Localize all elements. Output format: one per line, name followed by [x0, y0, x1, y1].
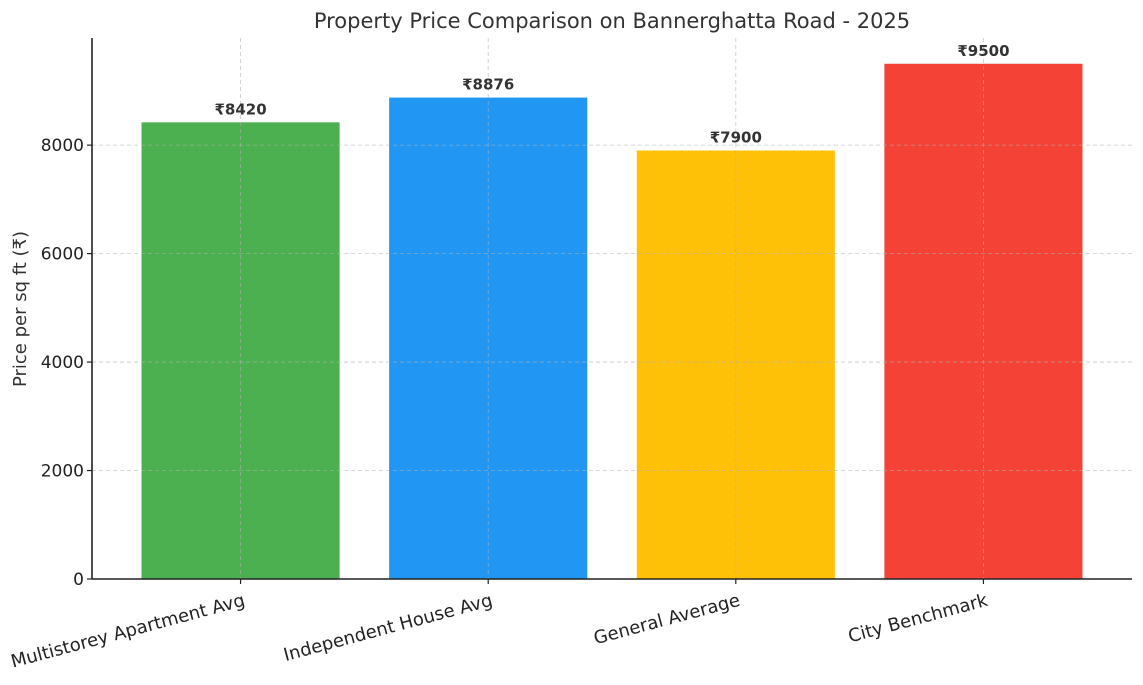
- y-tick-label-2: 4000: [41, 353, 84, 373]
- y-tick-label-3: 6000: [41, 245, 84, 265]
- bar-1: [389, 97, 588, 579]
- x-tick-label-3: City Benchmark: [846, 590, 991, 648]
- y-tick-label-4: 8000: [41, 136, 84, 156]
- bar-value-label-3: ₹9500: [957, 42, 1009, 60]
- y-tick-label-1: 2000: [41, 462, 84, 482]
- bar-value-label-0: ₹8420: [214, 100, 266, 118]
- bar-value-label-2: ₹7900: [710, 129, 762, 147]
- axes: [87, 38, 1132, 584]
- x-tick-label-1: Independent House Avg: [281, 590, 494, 666]
- x-tick-label-2: General Average: [592, 590, 743, 649]
- y-tick-label-0: 0: [73, 570, 84, 590]
- y-axis-label: Price per sq ft (₹): [10, 231, 31, 387]
- grid-lines: [92, 38, 1132, 579]
- bar-value-label-1: ₹8876: [462, 76, 514, 94]
- x-tick-label-0: Multistorey Apartment Avg: [9, 590, 247, 673]
- chart-title: Property Price Comparison on Bannerghatt…: [314, 9, 910, 33]
- bars: [141, 63, 1083, 580]
